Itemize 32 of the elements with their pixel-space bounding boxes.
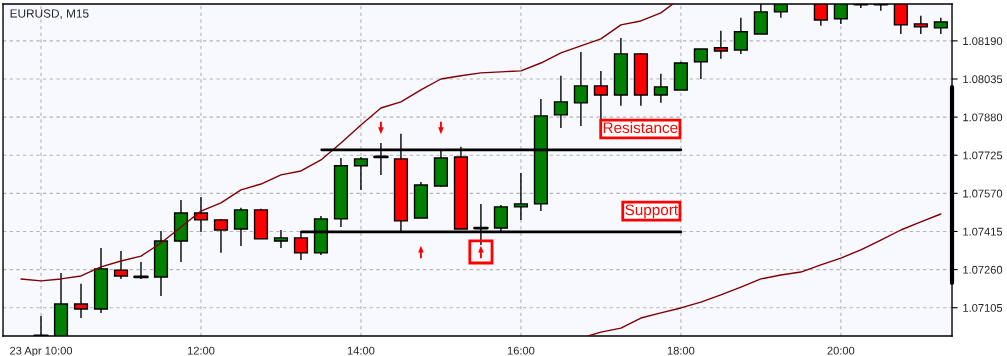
candlestick: [513, 172, 529, 221]
candlestick: [73, 283, 89, 319]
y-tick-label: 1.08190: [963, 37, 1003, 46]
candlestick: [553, 75, 568, 129]
candlestick: [113, 250, 129, 280]
y-tick-label: 1.08035: [963, 75, 1003, 84]
series-label: Resistance: [603, 121, 678, 134]
y-tick-label: 1.07260: [963, 265, 1003, 274]
candlestick: [193, 196, 209, 233]
x-tick-label: 14:00: [347, 346, 375, 355]
candlestick: [273, 229, 289, 249]
x-tick-label: 23 Apr 10:00: [10, 346, 73, 356]
candlestick: [913, 15, 928, 35]
y-tick-label: 1.07725: [963, 151, 1003, 160]
y-tick-label: 1.07415: [963, 227, 1003, 236]
series-label: Support: [625, 204, 678, 219]
x-tick-label: 18:00: [667, 346, 695, 355]
y-tick-label: 1.07105: [963, 303, 1003, 312]
x-tick-label: 20:00: [827, 346, 855, 355]
x-tick-label: 12:00: [187, 346, 215, 355]
candlestick: [233, 207, 249, 247]
y-tick-label: 1.07880: [963, 113, 1003, 122]
candlestick: [733, 17, 748, 55]
candlestick: [713, 30, 728, 60]
candlestick: [353, 156, 369, 191]
candlestick: [693, 48, 708, 80]
x-tick-label: 16:00: [507, 346, 535, 355]
candlestick: [573, 51, 588, 127]
chart-title: EURUSD, M15: [10, 9, 89, 20]
candlestick: [653, 73, 668, 104]
candlestick: [213, 218, 229, 254]
y-tick-label: 1.07570: [963, 189, 1003, 198]
